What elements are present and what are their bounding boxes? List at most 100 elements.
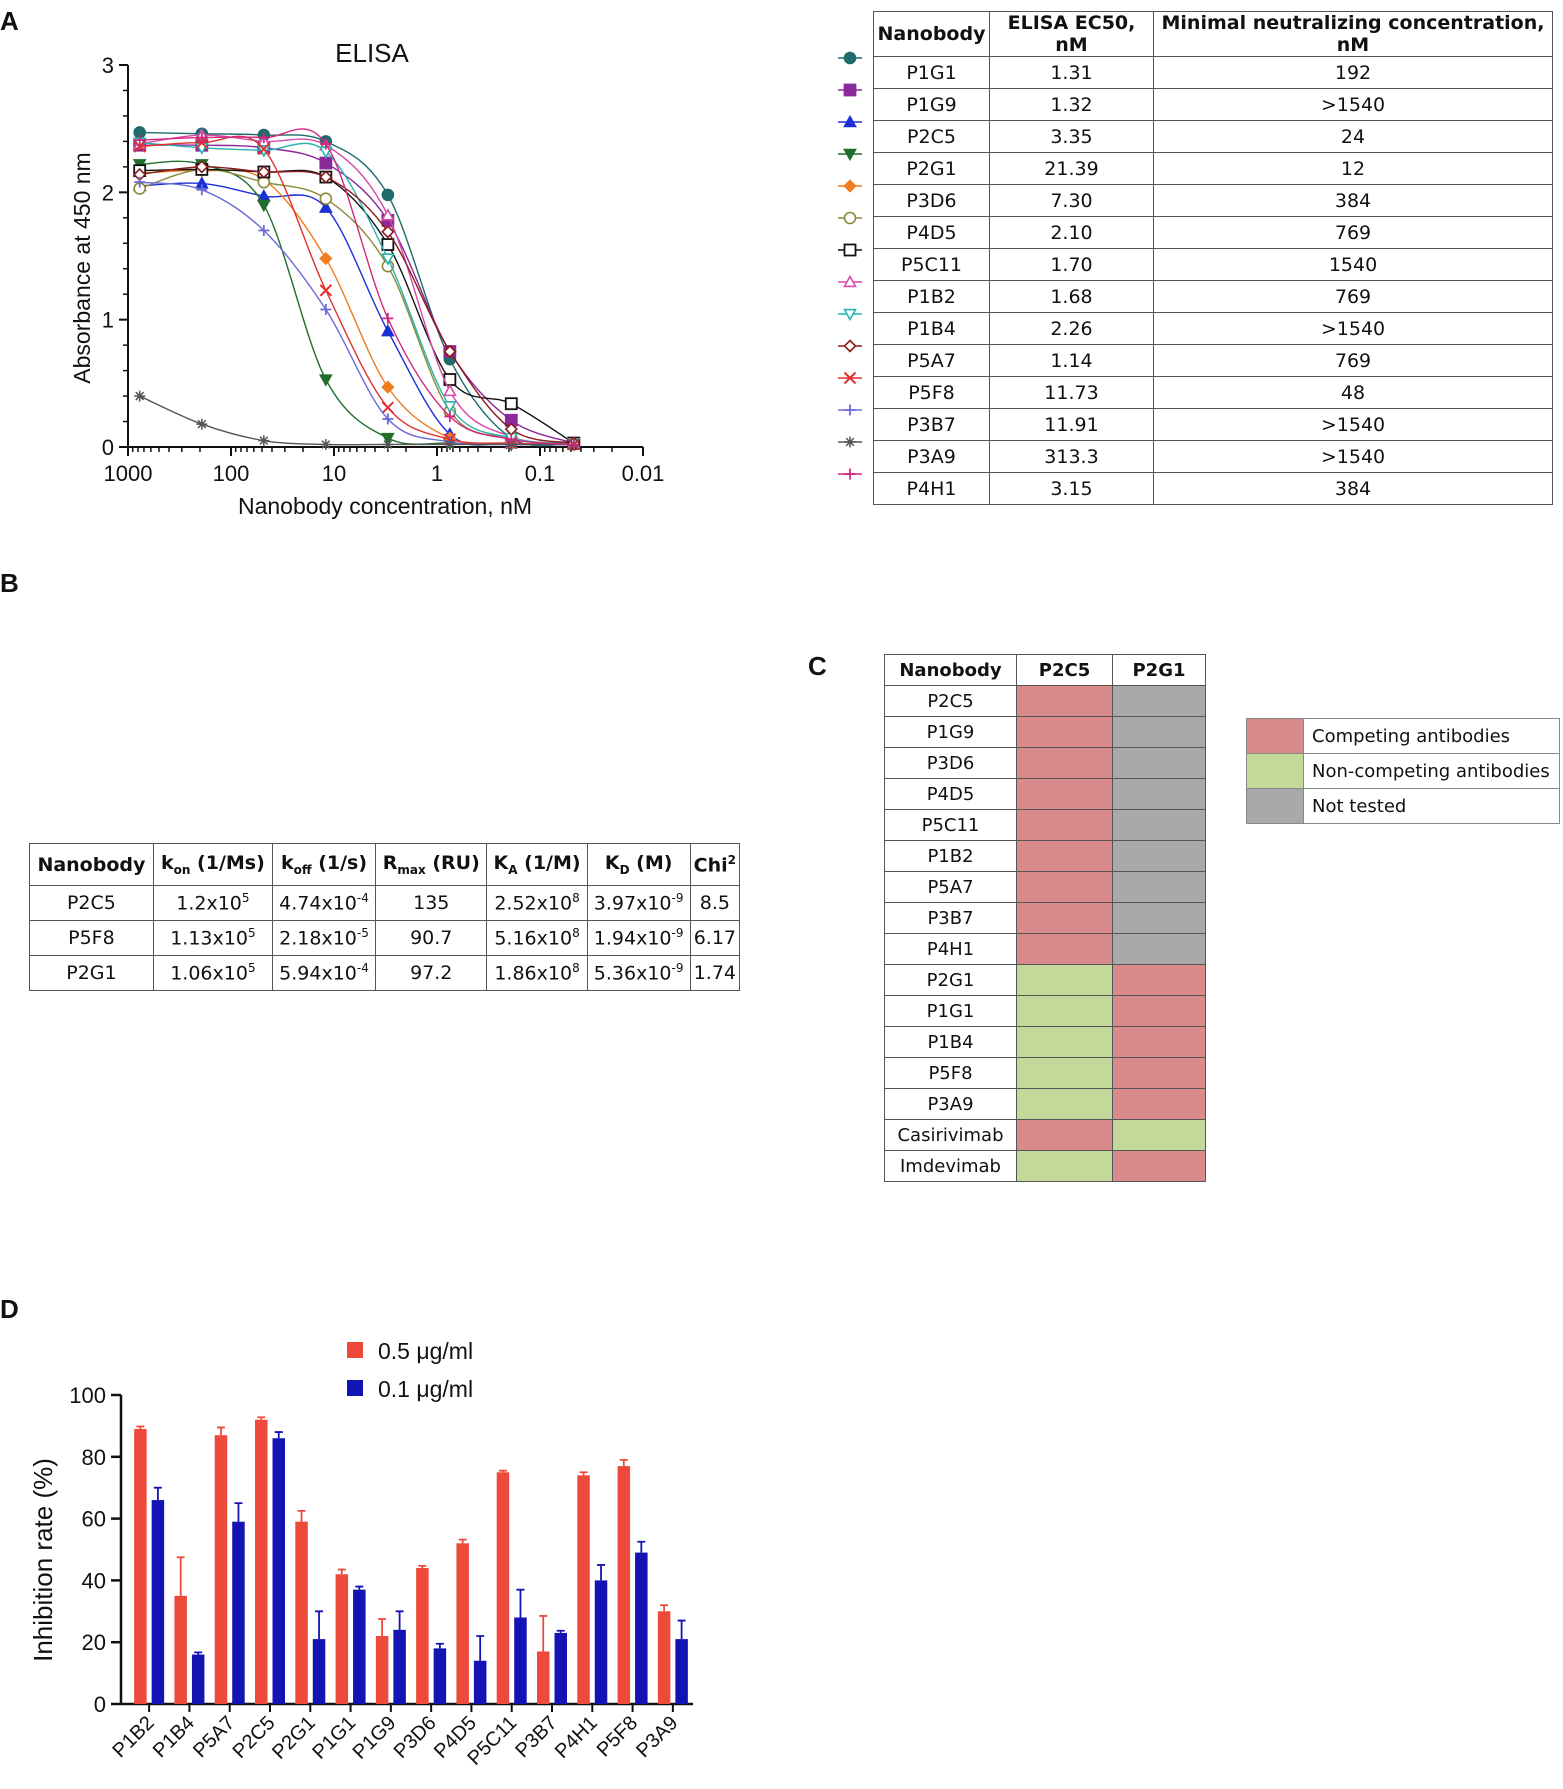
y-tick-label: 40	[82, 1568, 106, 1593]
error-bar	[315, 1610, 324, 1640]
x-tick-label: P2C5	[229, 1712, 280, 1763]
table-cell-koff: 5.94x10-4	[271, 955, 377, 991]
table-cell-rmax: 97.2	[375, 955, 488, 991]
data-point-p4d5	[319, 192, 333, 205]
bar-high-p1g9	[375, 1636, 389, 1704]
table-cell: 769	[1153, 280, 1553, 313]
table-cell-koff: 4.74x10-4	[271, 885, 377, 921]
bar-high-p4h1	[577, 1475, 590, 1704]
legend-label: 0.5 μg/ml	[378, 1338, 473, 1364]
bar-high-p3b7	[537, 1651, 550, 1704]
competition-table: Nanobody P2C5 P2G1 P2C5 P1G9 P3D6 P4D5 P5C11…	[884, 654, 1206, 1182]
table-cell: P2G1	[873, 152, 990, 185]
y-tick-label: 3	[102, 53, 114, 78]
table-row: P2G1 21.39 12	[873, 152, 1553, 185]
table-row: P5C11	[884, 809, 1206, 841]
exponent: 5	[241, 891, 250, 906]
error-bar	[637, 1540, 646, 1553]
table-cell: 3.35	[989, 120, 1154, 153]
exponent: 8	[572, 891, 580, 906]
col-header: ELISA EC50, nM	[989, 11, 1154, 57]
series-line-p5f8	[139, 135, 574, 446]
error-bar	[579, 1471, 588, 1476]
table-row: P2G1	[884, 964, 1206, 996]
nanobody-name: P1G1	[884, 995, 1017, 1027]
table-row: P5A7	[884, 871, 1206, 903]
col-header: KA (1/M)	[486, 843, 588, 886]
data-point-p5a7	[319, 170, 333, 184]
header-unit: (1/Ms)	[190, 852, 265, 875]
header-text: K	[604, 852, 620, 875]
legend-label: 0.1 μg/ml	[378, 1376, 473, 1402]
legend-marker-p1g9	[843, 83, 857, 97]
legend-item: Competing antibodies	[1246, 718, 1560, 754]
header-text: K	[493, 852, 509, 875]
col-header: Chi2	[689, 843, 741, 886]
heat-cell-competing	[1112, 995, 1206, 1027]
table-cell-kd: 3.97x10-9	[586, 885, 691, 921]
exponent: -5	[356, 926, 369, 941]
heat-cell-competing	[1016, 902, 1113, 934]
table-cell: 12	[1153, 152, 1553, 185]
heat-cell-noncompeting	[1016, 964, 1113, 996]
table-cell: 3.15	[989, 472, 1154, 505]
bar-low-p1g1	[353, 1589, 366, 1704]
table-cell: 769	[1153, 216, 1553, 249]
exponent: 5	[247, 961, 256, 976]
table-cell: 384	[1153, 472, 1553, 505]
bar-high-p2g1	[295, 1521, 308, 1704]
legend-marker-p4h1	[844, 468, 856, 480]
col-header: Minimal neutralizing concentration, nM	[1153, 11, 1553, 57]
data-point-p3b7	[196, 184, 208, 196]
legend-swatch	[1246, 718, 1304, 754]
error-bar	[153, 1486, 162, 1501]
x-tick-label: P1G1	[308, 1712, 360, 1764]
heat-cell-nottested	[1112, 840, 1206, 872]
x-tick-label: 0.01	[622, 461, 665, 486]
error-bar	[176, 1556, 185, 1596]
x-tick-label: P3A9	[632, 1712, 682, 1762]
x-tick-label: 10	[322, 461, 346, 486]
table-row: P1B4	[884, 1026, 1206, 1058]
data-point-p5a7	[381, 225, 395, 239]
data-point-p5a7	[443, 344, 457, 359]
heat-cell-competing	[1016, 685, 1113, 717]
x-tick-label: P4H1	[551, 1712, 602, 1763]
bar-low-p5f8	[635, 1552, 648, 1704]
heat-cell-noncompeting	[1016, 1150, 1113, 1182]
error-bar	[378, 1618, 387, 1637]
table-cell: 7.30	[989, 184, 1154, 217]
legend-marker-p2c5	[843, 114, 857, 128]
nanobody-name: P5C11	[884, 809, 1017, 841]
header-unit: (1/s)	[311, 852, 368, 875]
mantissa: 5.36x10	[593, 962, 672, 985]
bar-high-p5a7	[214, 1435, 228, 1704]
table-row: P1G9 1.32 >1540	[873, 88, 1553, 121]
bar-low-p3d6	[433, 1648, 447, 1704]
table-cell: P1B2	[873, 280, 990, 313]
legend-marker-p1b2	[843, 274, 857, 288]
error-bar	[234, 1502, 243, 1522]
table-cell: P5F8	[873, 376, 990, 409]
data-point-p3a9	[196, 418, 208, 430]
table-cell: 384	[1153, 184, 1553, 217]
table-cell-kd: 5.36x10-9	[586, 955, 691, 991]
col-header: Nanobody	[873, 11, 990, 57]
legend-marker-p5c11	[843, 243, 857, 257]
error-bar	[136, 1425, 145, 1429]
table-row: P5F8 11.73 48	[873, 376, 1553, 409]
error-bar	[257, 1416, 266, 1420]
bar-low-p3b7	[554, 1632, 567, 1704]
error-bar	[355, 1585, 364, 1590]
nanobody-name: P1G9	[884, 716, 1017, 748]
table-cell-kd: 1.94x10-9	[586, 920, 691, 956]
header-subscript: off	[293, 862, 312, 877]
heat-cell-noncompeting	[1016, 1026, 1113, 1058]
table-row: P2C5	[884, 685, 1206, 717]
error-bar	[619, 1458, 628, 1467]
y-tick-label: 0	[102, 435, 114, 460]
heat-cell-competing	[1016, 1119, 1113, 1151]
nanobody-name: P3A9	[884, 1088, 1017, 1120]
header-subscript: D	[619, 862, 630, 877]
table-cell-name: P2C5	[29, 885, 154, 921]
